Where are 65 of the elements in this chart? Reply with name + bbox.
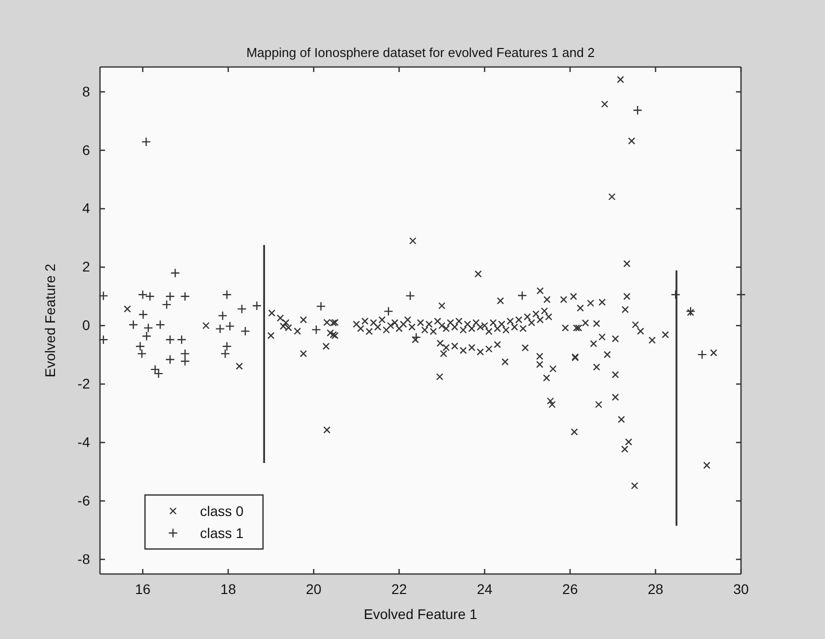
point [220, 348, 230, 358]
point [143, 323, 154, 333]
point [180, 348, 190, 358]
point [155, 320, 166, 330]
point [736, 290, 746, 300]
x-tick-label: 16 [134, 580, 151, 597]
point [165, 292, 175, 302]
point [222, 290, 232, 300]
point [222, 342, 232, 352]
y-tick-label: -6 [78, 492, 90, 508]
point [141, 137, 151, 147]
point [215, 324, 225, 334]
point [225, 321, 235, 331]
point [176, 334, 186, 344]
point [165, 354, 175, 364]
point [686, 306, 696, 316]
x-tick-label: 30 [733, 580, 749, 597]
y-tick-label: 4 [82, 200, 90, 216]
x-tick-label: 26 [562, 580, 578, 597]
y-tick-label: -2 [78, 376, 90, 392]
point [316, 302, 326, 312]
point [240, 326, 250, 336]
y-tick-label: 8 [82, 83, 90, 100]
point [138, 290, 148, 300]
x-tick-label: 28 [648, 580, 664, 597]
point [405, 291, 416, 301]
point [670, 290, 680, 300]
x-tick-label: 22 [391, 580, 408, 597]
point [170, 268, 180, 278]
y-tick-label: 2 [82, 258, 90, 275]
point [632, 105, 642, 116]
point [218, 310, 228, 320]
point [138, 310, 148, 320]
point [697, 350, 707, 360]
point [180, 356, 190, 366]
point [411, 332, 422, 342]
y-tick-label: -4 [78, 434, 90, 450]
point [384, 306, 394, 316]
point [311, 324, 322, 335]
y-tick-label: 6 [82, 142, 90, 158]
point [145, 292, 155, 302]
x-tick-label: 18 [220, 580, 236, 597]
point [252, 300, 262, 311]
y-tick-label: 0 [82, 317, 90, 334]
point [162, 300, 172, 310]
point [135, 342, 145, 352]
x-tick-label: 24 [476, 580, 493, 597]
y-axis-title: Evolved Feature 2 [42, 263, 58, 378]
legend-label: class 0 [200, 503, 244, 519]
point [517, 290, 528, 300]
chart-title: Mapping of Ionosphere dataset for evolved Features 1 and 2 [246, 45, 595, 60]
point [150, 364, 160, 374]
point [137, 348, 147, 358]
point [128, 320, 138, 330]
x-tick-label: 20 [306, 580, 322, 597]
point [165, 334, 175, 344]
x-axis-title: Evolved Feature 1 [364, 606, 478, 622]
y-tick-label: -8 [78, 550, 90, 567]
point [154, 368, 164, 378]
point [237, 304, 247, 314]
point [180, 292, 190, 302]
point [98, 334, 108, 344]
point [98, 291, 108, 301]
legend-label: class 1 [200, 525, 244, 541]
point [142, 331, 152, 341]
